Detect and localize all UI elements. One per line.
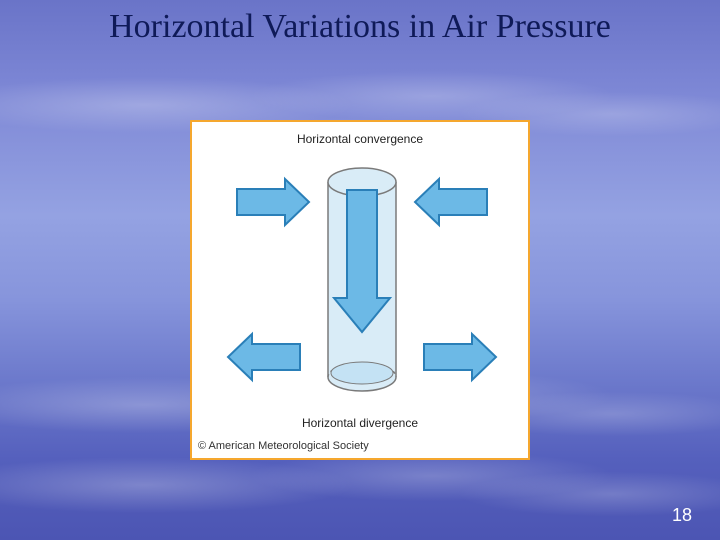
page-number: 18 (672, 505, 692, 526)
top-right-in-arrow (415, 179, 487, 225)
air-column-diagram (192, 122, 532, 462)
label-divergence: Horizontal divergence (192, 416, 528, 430)
top-left-in-arrow (237, 179, 309, 225)
figure-copyright: © American Meteorological Society (198, 440, 369, 452)
figure-inner: Horizontal convergence Horizontal diverg… (192, 122, 528, 458)
slide-title: Horizontal Variations in Air Pressure (0, 8, 720, 46)
bot-left-out-arrow (228, 334, 300, 380)
figure-frame: Horizontal convergence Horizontal diverg… (190, 120, 530, 460)
bot-right-out-arrow (424, 334, 496, 380)
